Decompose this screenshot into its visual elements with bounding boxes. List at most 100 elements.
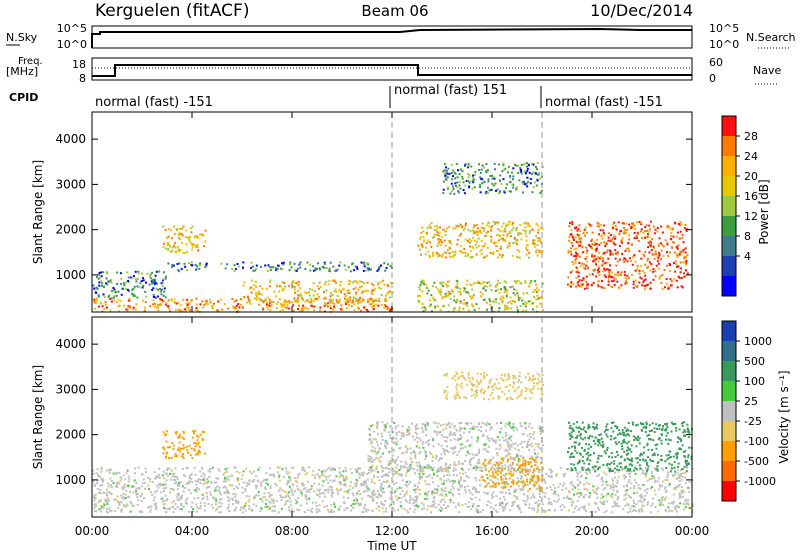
data-cell [118, 304, 121, 307]
data-cell [459, 429, 462, 432]
data-cell [157, 306, 160, 309]
data-cell [596, 247, 598, 250]
data-cell [453, 461, 456, 464]
data-cell [127, 475, 130, 478]
data-cell [436, 244, 439, 247]
data-cell [343, 490, 346, 493]
data-cell [491, 225, 494, 228]
data-cell [323, 495, 326, 498]
data-cell [484, 289, 487, 292]
data-cell [328, 283, 331, 286]
data-cell [381, 421, 384, 424]
data-cell [657, 244, 660, 247]
data-cell [614, 502, 617, 505]
data-cell [627, 247, 630, 250]
data-cell [458, 493, 460, 496]
data-cell [374, 438, 377, 441]
data-cell [422, 503, 425, 506]
data-cell [680, 478, 683, 481]
data-cell [616, 479, 619, 482]
data-cell [298, 283, 301, 286]
data-cell [443, 482, 445, 484]
data-cell [172, 488, 175, 491]
data-cell [372, 299, 375, 302]
data-cell [453, 254, 456, 256]
data-cell [174, 502, 177, 505]
data-cell [188, 239, 191, 242]
data-cell [367, 301, 369, 303]
data-cell [352, 287, 355, 290]
data-cell [439, 244, 442, 247]
data-cell [292, 483, 295, 486]
data-cell [527, 490, 530, 492]
data-cell [252, 288, 255, 291]
data-cell [205, 262, 208, 265]
data-cell [339, 298, 341, 301]
data-cell [608, 275, 610, 278]
data-cell [484, 192, 487, 195]
data-cell [492, 439, 495, 442]
data-cell [386, 291, 389, 294]
data-cell [343, 484, 345, 487]
data-cell [656, 256, 659, 259]
data-cell [380, 501, 382, 504]
data-cell [388, 296, 391, 299]
data-cell [485, 171, 488, 174]
data-cell [295, 480, 297, 483]
data-cell [273, 475, 276, 478]
data-cell [120, 494, 123, 497]
data-cell [474, 173, 477, 176]
data-cell [172, 505, 175, 508]
data-cell [578, 244, 580, 247]
data-cell [415, 461, 418, 464]
data-cell [281, 304, 284, 307]
data-cell [466, 450, 469, 453]
data-cell [275, 284, 278, 287]
data-cell [517, 164, 520, 167]
data-cell [360, 484, 363, 487]
data-cell [186, 269, 189, 271]
data-cell [424, 498, 427, 500]
data-cell [402, 479, 405, 482]
data-cell [464, 184, 467, 187]
data-cell [582, 278, 585, 281]
data-cell [355, 297, 357, 300]
data-cell [195, 309, 197, 311]
data-cell [681, 476, 684, 478]
data-cell [496, 245, 498, 248]
data-cell [107, 485, 110, 488]
data-cell [188, 477, 191, 480]
data-cell [442, 498, 445, 501]
data-cell [459, 428, 462, 431]
data-cell [493, 440, 496, 443]
data-cell [505, 433, 508, 436]
data-cell [316, 285, 319, 287]
data-cell [358, 504, 361, 507]
data-cell [567, 276, 570, 279]
data-cell [343, 293, 346, 296]
data-cell [210, 503, 213, 506]
data-cell [623, 494, 626, 497]
data-cell [509, 176, 512, 179]
data-cell [130, 276, 133, 279]
data-cell [323, 489, 326, 492]
data-cell [539, 430, 542, 433]
data-cell [385, 440, 388, 443]
data-cell [253, 496, 256, 499]
data-cell [471, 493, 474, 496]
data-cell [328, 267, 331, 270]
data-cell [224, 479, 227, 482]
data-cell [503, 191, 506, 194]
data-cell [609, 253, 612, 256]
data-cell [499, 491, 502, 494]
data-cell [105, 277, 108, 280]
data-cell [415, 445, 418, 448]
data-cell [350, 301, 353, 304]
data-cell [518, 507, 521, 510]
data-cell [296, 508, 299, 511]
data-cell [346, 507, 349, 510]
data-cell [496, 454, 499, 457]
data-cell [125, 281, 128, 284]
data-cell [360, 482, 363, 485]
data-cell [327, 488, 330, 491]
